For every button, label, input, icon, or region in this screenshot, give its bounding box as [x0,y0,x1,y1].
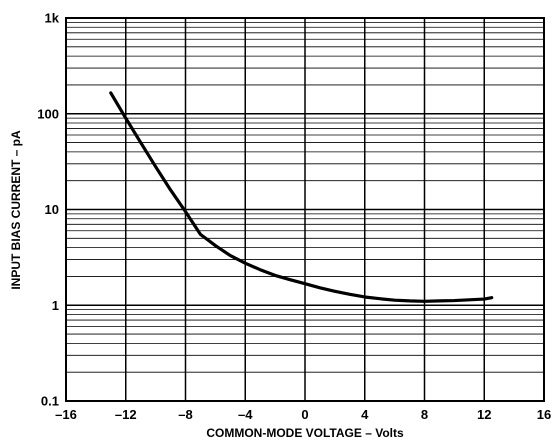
y-tick-label: 0.1 [41,394,59,409]
x-tick-label: –16 [55,407,77,422]
x-tick-label: 12 [477,407,491,422]
x-tick-label: 0 [301,407,308,422]
y-tick-label: 10 [45,202,59,217]
x-tick-label: 4 [361,407,369,422]
x-tick-label: –8 [178,407,192,422]
series-line [109,91,494,303]
series-layer [109,91,494,303]
x-axis-title: COMMON-MODE VOLTAGE – Volts [206,426,404,440]
tick-labels: –16 –12 –8 –4 0 4 8 12 16 0.1 1 10 100 1k [37,11,551,423]
x-tick-label: –12 [115,407,137,422]
y-axis-title: INPUT BIAS CURRENT – pA [9,130,23,290]
x-tick-label: –4 [238,407,253,422]
plot-area-frame [65,17,545,402]
y-tick-label: 1 [52,298,59,313]
y-tick-label: 100 [37,106,59,121]
x-tick-label: 16 [537,407,551,422]
y-tick-label: 1k [45,11,60,26]
x-tick-label: 8 [421,407,428,422]
grid-lines [65,17,545,402]
